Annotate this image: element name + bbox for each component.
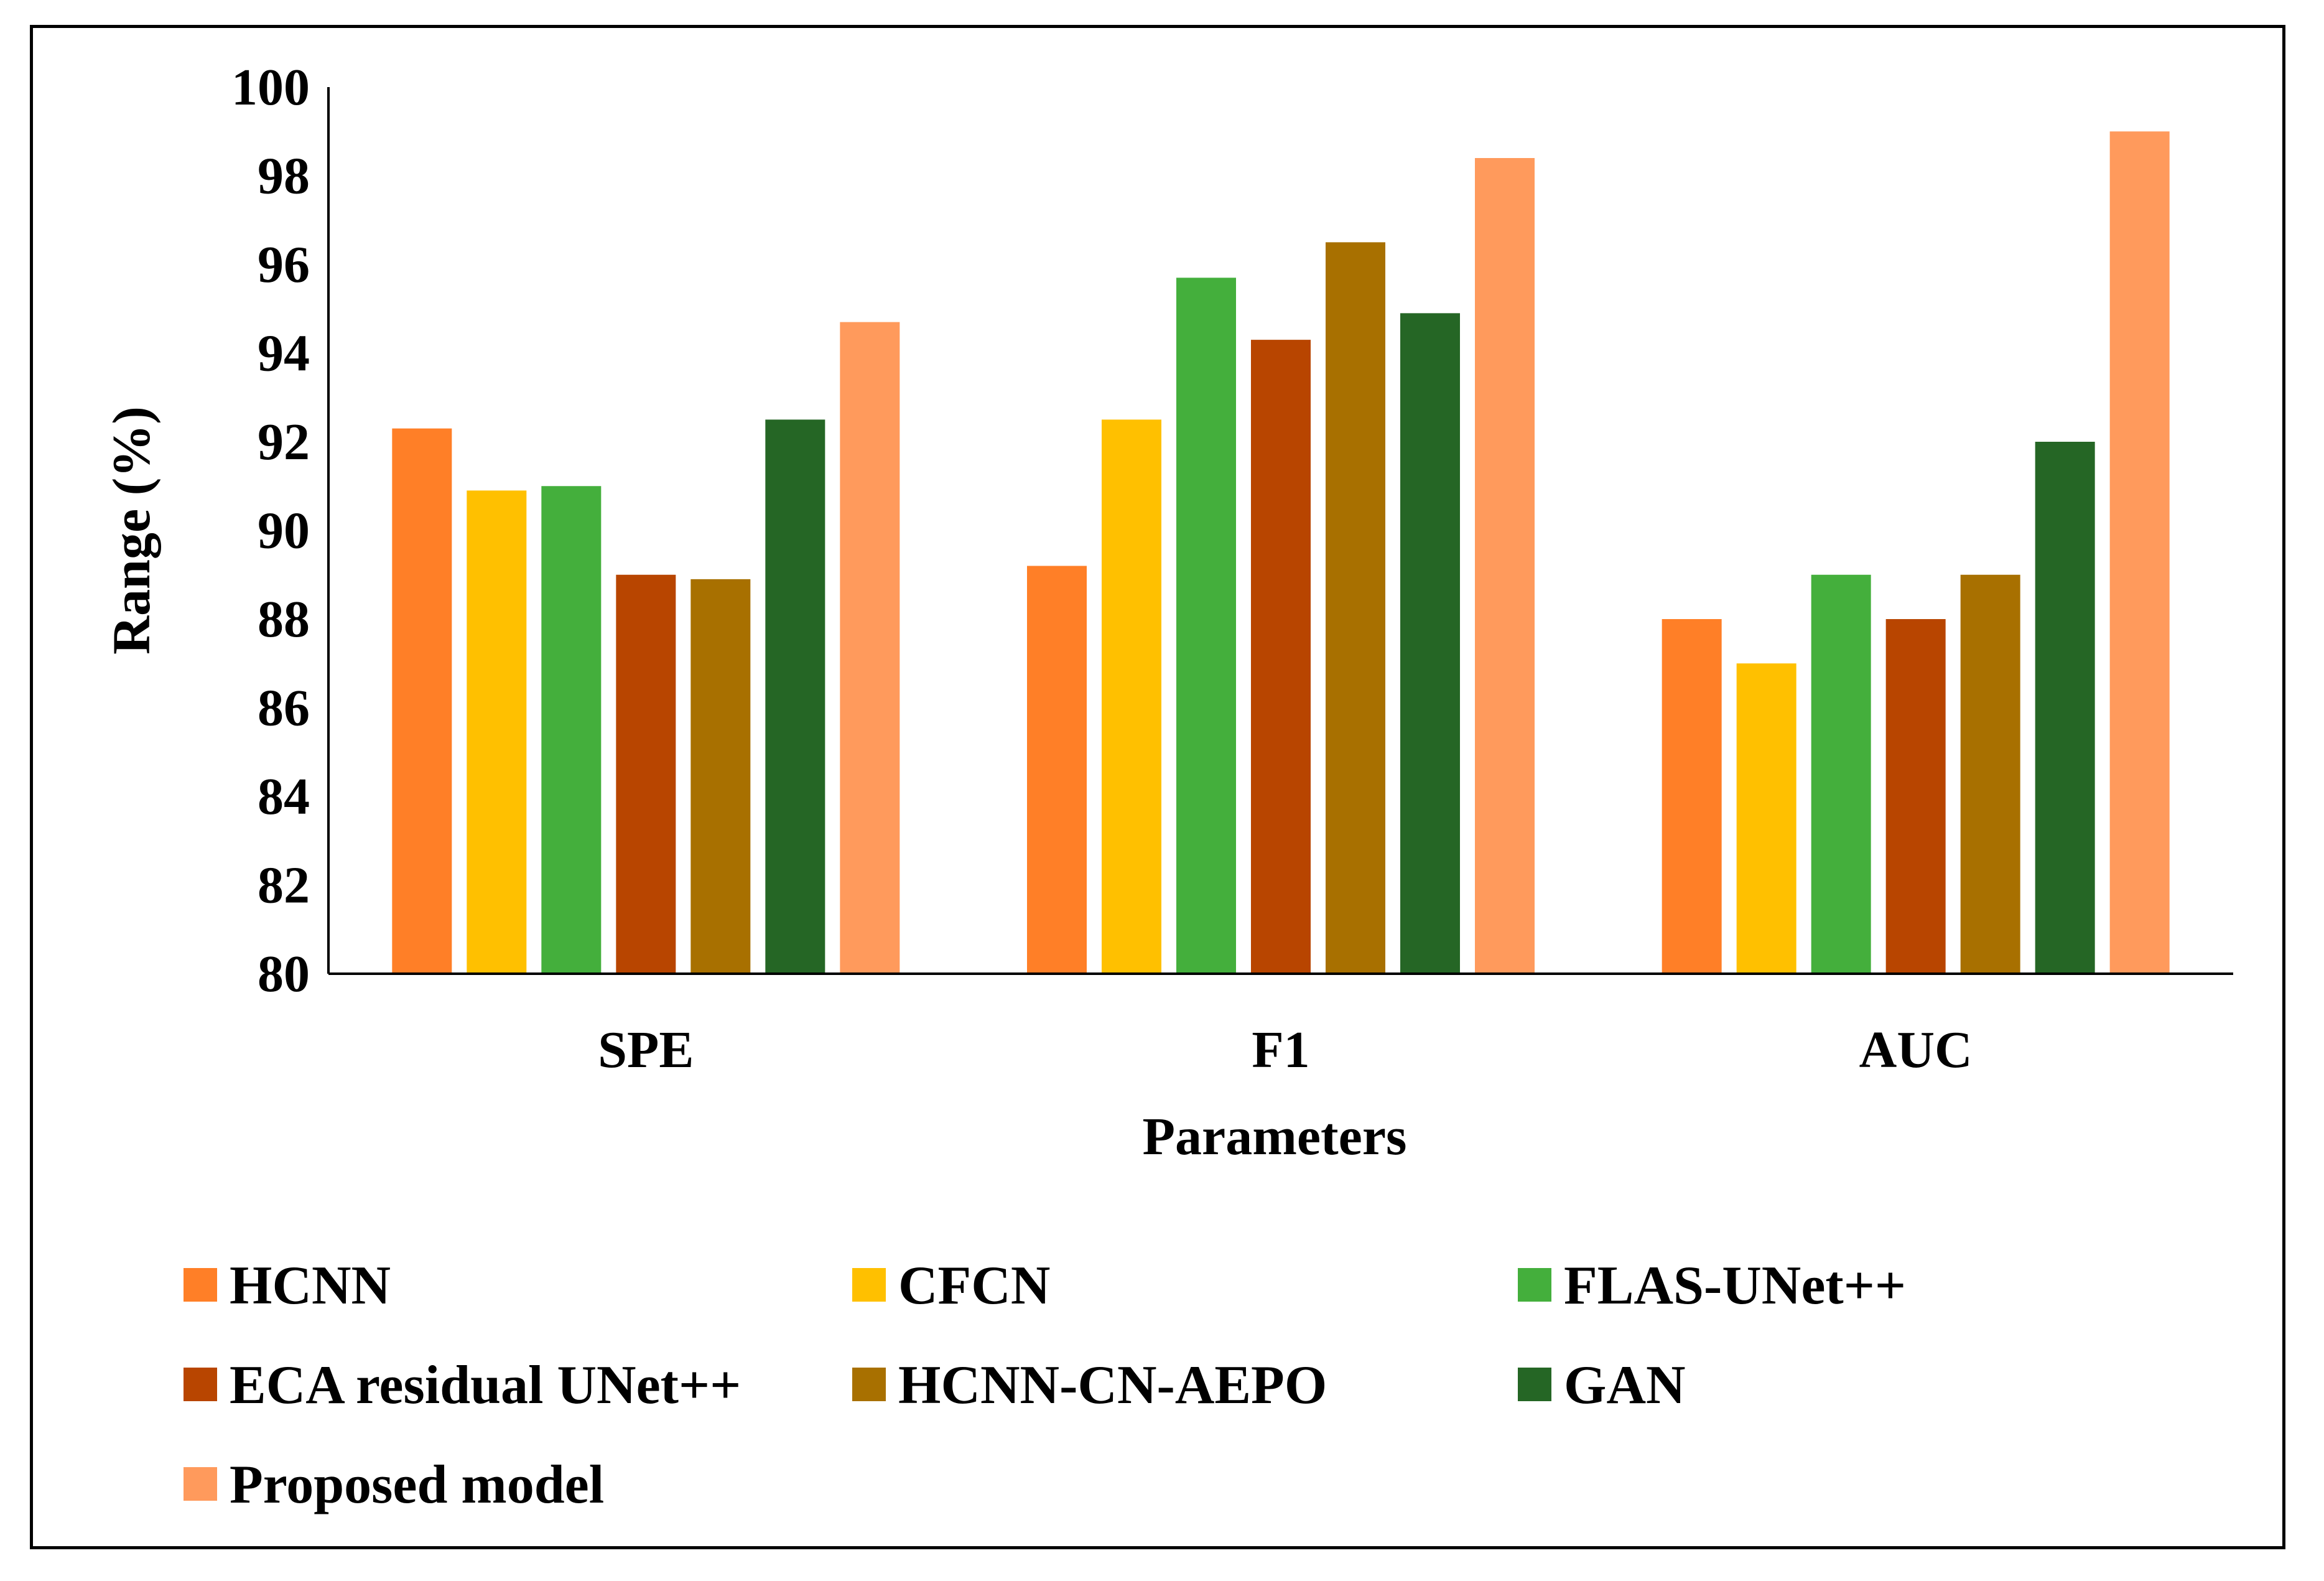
- bars-layer: [392, 131, 2170, 974]
- y-tick-label: 94: [258, 325, 310, 383]
- y-tick-label: 100: [231, 58, 310, 116]
- bar-auc-proposed-model: [2109, 131, 2170, 974]
- legend-swatch: [1518, 1268, 1551, 1302]
- x-axis-title: Parameters: [1143, 1106, 1407, 1166]
- bar-f1-gan: [1400, 313, 1460, 974]
- legend-item-proposed-model: Proposed model: [184, 1455, 604, 1515]
- legend-swatch: [184, 1368, 217, 1401]
- legend-label: ECA residual UNet++: [230, 1355, 741, 1415]
- bar-f1-eca-residual-unet-: [1251, 340, 1311, 974]
- y-axis-title: Range (%): [101, 406, 161, 655]
- bar-spe-cfcn: [467, 490, 527, 974]
- bar-f1-flas-unet-: [1176, 277, 1236, 974]
- bar-spe-gan: [765, 419, 825, 974]
- bar-auc-cfcn: [1736, 663, 1796, 974]
- legend-label: Proposed model: [230, 1455, 604, 1515]
- bar-spe-proposed-model: [840, 322, 900, 974]
- legend: HCNN CFCN FLAS-UNet++ ECA residual UNet++ HC…: [184, 1256, 1906, 1515]
- y-tick-label: 96: [258, 236, 310, 294]
- bar-spe-hcnn-cn-aepo: [690, 579, 751, 974]
- bar-auc-hcnn-cn-aepo: [1960, 574, 2020, 974]
- legend-swatch: [852, 1268, 886, 1302]
- bar-auc-flas-unet-: [1811, 574, 1871, 974]
- bar-auc-hcnn: [1662, 619, 1722, 974]
- legend-label: GAN: [1564, 1355, 1686, 1415]
- bar-spe-eca-residual-unet-: [616, 574, 676, 974]
- y-tick-label: 92: [258, 413, 310, 471]
- y-tick-label: 88: [258, 590, 310, 648]
- y-tick-labels: 80 82 84 86 88 90 92 94 96 98 100: [231, 58, 310, 1003]
- bar-spe-hcnn: [392, 428, 452, 974]
- legend-item-cfcn: CFCN: [852, 1256, 1050, 1316]
- legend-item-eca-residual-unet-: ECA residual UNet++: [184, 1355, 741, 1415]
- y-tick-label: 86: [258, 679, 310, 737]
- y-tick-label: 82: [258, 857, 310, 915]
- legend-item-hcnn-cn-aepo: HCNN-CN-AEPO: [852, 1355, 1327, 1415]
- legend-swatch: [1518, 1368, 1551, 1401]
- y-tick-label: 98: [258, 147, 310, 205]
- x-tick-labels: SPE F1 AUC: [598, 1021, 1972, 1079]
- y-tick-label: 90: [258, 502, 310, 560]
- bar-f1-cfcn: [1102, 419, 1161, 974]
- bar-auc-eca-residual-unet-: [1885, 619, 1946, 974]
- y-tick-label: 84: [258, 768, 310, 826]
- legend-label: CFCN: [898, 1256, 1050, 1316]
- legend-item-flas-unet-: FLAS-UNet++: [1518, 1256, 1906, 1316]
- legend-swatch: [184, 1467, 217, 1501]
- legend-label: HCNN: [230, 1256, 391, 1316]
- x-tick-label: F1: [1252, 1021, 1309, 1079]
- x-tick-label: AUC: [1859, 1021, 1973, 1079]
- bar-spe-flas-unet-: [541, 486, 602, 974]
- bar-auc-gan: [2035, 442, 2095, 974]
- legend-item-gan: GAN: [1518, 1355, 1686, 1415]
- bar-f1-hcnn: [1027, 566, 1087, 974]
- y-tick-label: 80: [258, 945, 310, 1003]
- axes-layer: [327, 87, 2233, 975]
- legend-label: HCNN-CN-AEPO: [898, 1355, 1327, 1415]
- legend-swatch: [852, 1368, 886, 1401]
- legend-swatch: [184, 1268, 217, 1302]
- legend-item-hcnn: HCNN: [184, 1256, 391, 1316]
- bar-f1-hcnn-cn-aepo: [1326, 242, 1385, 974]
- legend-label: FLAS-UNet++: [1564, 1256, 1906, 1316]
- x-tick-label: SPE: [598, 1021, 694, 1079]
- bar-f1-proposed-model: [1475, 158, 1535, 974]
